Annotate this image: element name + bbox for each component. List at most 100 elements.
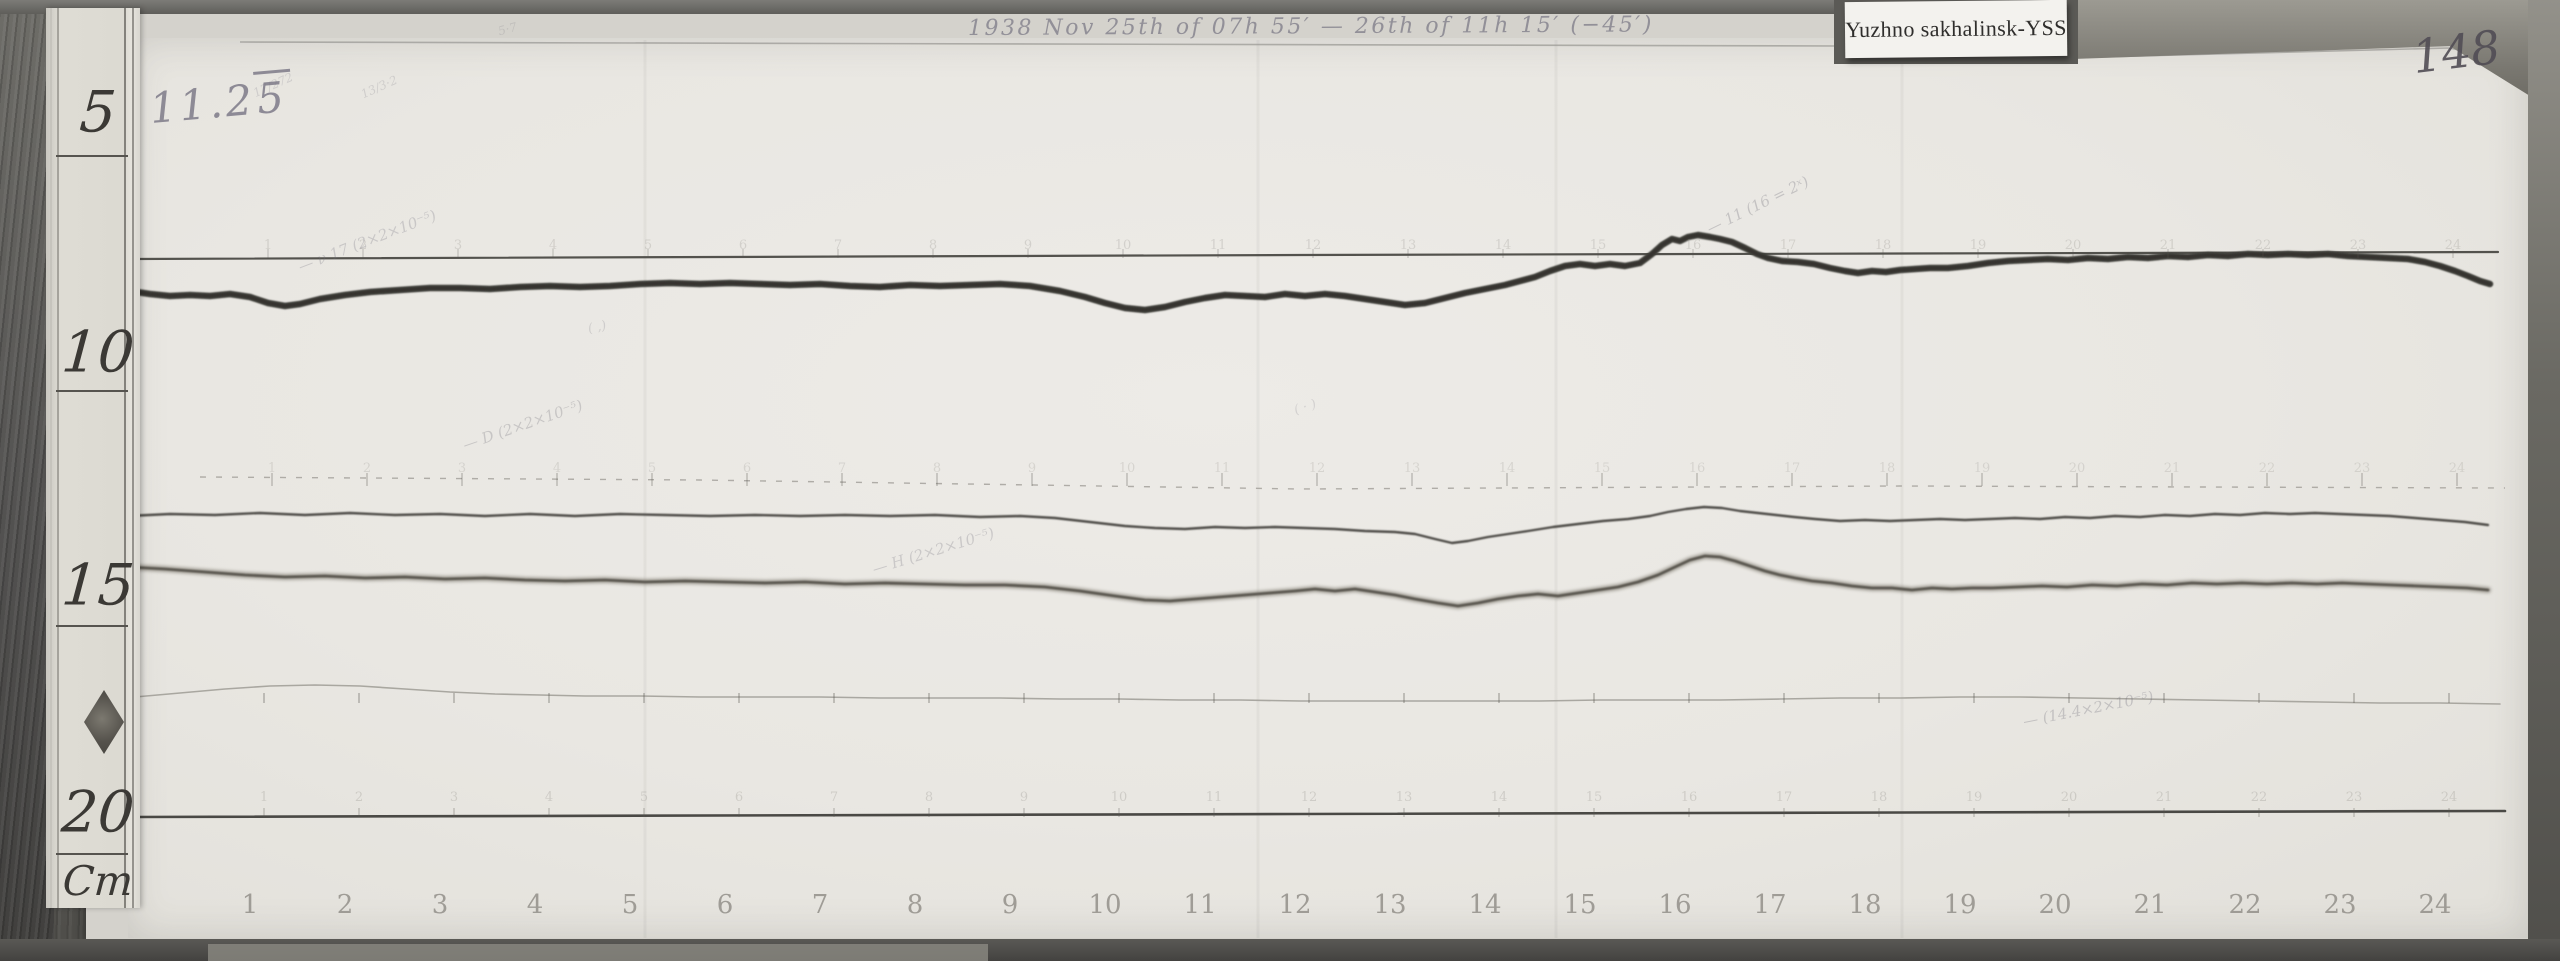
ruler-mark-20: 20 (59, 779, 137, 846)
hour-row-dotted-faint-21: 21 (2163, 461, 2181, 476)
hour-row-bottom-faint-16: 16 (1680, 790, 1698, 805)
hour-row-top-faint-24: 24 (2444, 238, 2462, 253)
hour-row-dotted-faint-16: 16 (1688, 461, 1706, 476)
hour-row-bottom-faint-24: 24 (2440, 790, 2458, 805)
ruler: Cm 5 10 15 20 (46, 8, 140, 908)
hour-row-dotted-faint-12: 12 (1308, 461, 1326, 476)
station-label-sticker: Yuzhno sakhalinsk-YSS (1844, 0, 2068, 59)
hour-row-top-faint-11: 11 (1209, 238, 1227, 253)
trace-thick-main-core (128, 233, 2492, 312)
hour-row-dotted-faint-1: 1 (267, 461, 277, 476)
hour-row-main-10: 10 (1088, 890, 1122, 920)
hour-row-dotted-faint-22: 22 (2258, 461, 2276, 476)
right-wood-strip (2528, 0, 2560, 961)
ruler-left-edge-line (50, 8, 52, 908)
hour-row-bottom-faint-5: 5 (639, 790, 649, 805)
hour-row-main-20: 20 (2038, 890, 2072, 920)
hour-row-main-23: 23 (2323, 890, 2357, 920)
hour-row-main-24: 24 (2418, 890, 2452, 920)
hour-row-main-9: 9 (1001, 890, 1019, 920)
hour-row-main-19: 19 (1943, 890, 1977, 920)
ruler-segment-line (56, 390, 128, 392)
trace-fuzzy (128, 553, 2491, 609)
hour-row-bottom-faint-15: 15 (1585, 790, 1603, 805)
hour-row-dotted-faint-11: 11 (1213, 461, 1231, 476)
hour-row-dotted-faint-7: 7 (837, 461, 847, 476)
hour-row-main-4: 4 (526, 890, 544, 920)
ruler-mark-10: 10 (59, 319, 137, 386)
hour-row-main-13: 13 (1373, 890, 1407, 920)
hour-row-top-faint-21: 21 (2159, 238, 2177, 253)
hour-row-top-faint-3: 3 (453, 238, 463, 253)
trace-thin-mid (128, 505, 2490, 545)
hour-row-main-5: 5 (621, 890, 639, 920)
hour-row-bottom-faint-20: 20 (2060, 790, 2078, 805)
hour-row-bottom-faint-2: 2 (354, 790, 364, 805)
hour-row-bottom-faint-10: 10 (1110, 790, 1128, 805)
hour-row-top-faint-18: 18 (1874, 238, 1892, 253)
hour-row-dotted-faint-5: 5 (647, 461, 657, 476)
hour-row-bottom-faint-9: 9 (1019, 790, 1029, 805)
hour-row-dotted-faint-10: 10 (1118, 461, 1136, 476)
hour-row-dotted-faint-17: 17 (1783, 461, 1801, 476)
hour-row-top-faint-2: 2 (358, 238, 368, 253)
hour-row-top-faint-14: 14 (1494, 238, 1512, 253)
hour-row-bottom-faint-7: 7 (829, 790, 839, 805)
hour-row-main-14: 14 (1468, 890, 1502, 920)
hour-row-top-faint-1: 1 (263, 238, 273, 253)
hour-row-bottom-faint-14: 14 (1490, 790, 1508, 805)
hour-row-dotted-faint-3: 3 (457, 461, 467, 476)
hour-row-bottom-faint-1: 1 (259, 790, 269, 805)
hour-row-main-21: 21 (2133, 890, 2167, 920)
hour-row-bottom-faint-23: 23 (2345, 790, 2363, 805)
hour-row-dotted-faint-4: 4 (552, 461, 562, 476)
hour-row-main-18: 18 (1848, 890, 1882, 920)
hour-row-bottom-faint-21: 21 (2155, 790, 2173, 805)
top-baseline (130, 250, 2500, 261)
ruler-segment-line (56, 853, 128, 855)
left-wood-panel (0, 0, 54, 961)
hour-row-top-faint-8: 8 (928, 238, 938, 253)
hour-row-top-faint-13: 13 (1399, 238, 1417, 253)
hour-row-top-faint-15: 15 (1589, 238, 1607, 253)
hour-row-main-17: 17 (1753, 890, 1787, 920)
hour-row-bottom-faint-17: 17 (1775, 790, 1793, 805)
hour-row-dotted-faint-20: 20 (2068, 461, 2086, 476)
hour-row-dotted-faint-19: 19 (1973, 461, 1991, 476)
hour-row-top-faint-19: 19 (1969, 238, 1987, 253)
hour-row-bottom-faint-3: 3 (449, 790, 459, 805)
ruler-segment-line (56, 625, 128, 627)
hour-row-top-faint-16: 16 (1684, 238, 1702, 253)
hour-row-main-1: 1 (241, 890, 259, 920)
ruler-mark-5: 5 (77, 79, 119, 146)
hour-row-main-2: 2 (336, 890, 354, 920)
sheet-number-handwriting: 148 (2409, 19, 2504, 85)
hour-row-bottom-faint-11: 11 (1205, 790, 1223, 805)
hour-row-main-7: 7 (811, 890, 829, 920)
hour-row-dotted-faint-6: 6 (742, 461, 752, 476)
hour-row-top-faint-9: 9 (1023, 238, 1033, 253)
hour-row-main-11: 11 (1183, 890, 1217, 920)
ruler-right-edge-line (132, 8, 134, 908)
hour-row-bottom-faint-18: 18 (1870, 790, 1888, 805)
hour-row-top-faint-10: 10 (1114, 238, 1132, 253)
hour-row-bottom-faint-13: 13 (1395, 790, 1413, 805)
hour-row-dotted-faint-14: 14 (1498, 461, 1516, 476)
hour-row-bottom-faint-22: 22 (2250, 790, 2268, 805)
hour-row-dotted-faint-8: 8 (932, 461, 942, 476)
hour-row-main-8: 8 (906, 890, 924, 920)
hour-row-top-faint-5: 5 (643, 238, 653, 253)
ruler-right-inner-line (124, 8, 126, 908)
hour-row-dotted-faint-18: 18 (1878, 461, 1896, 476)
hour-row-top-faint-17: 17 (1779, 238, 1797, 253)
hour-row-main-12: 12 (1278, 890, 1312, 920)
paper-clipped-traces (128, 40, 2507, 938)
ruler-left-inner-line (57, 8, 59, 908)
hour-row-main-3: 3 (431, 890, 449, 920)
hour-row-dotted-faint-2: 2 (362, 461, 372, 476)
top-sheet-edge-left (239, 41, 1841, 47)
hour-row-bottom-faint-8: 8 (924, 790, 934, 805)
header-note-handwriting: 1938 Nov 25th of 07h 55′ — 26th of 11h 1… (967, 12, 1655, 41)
